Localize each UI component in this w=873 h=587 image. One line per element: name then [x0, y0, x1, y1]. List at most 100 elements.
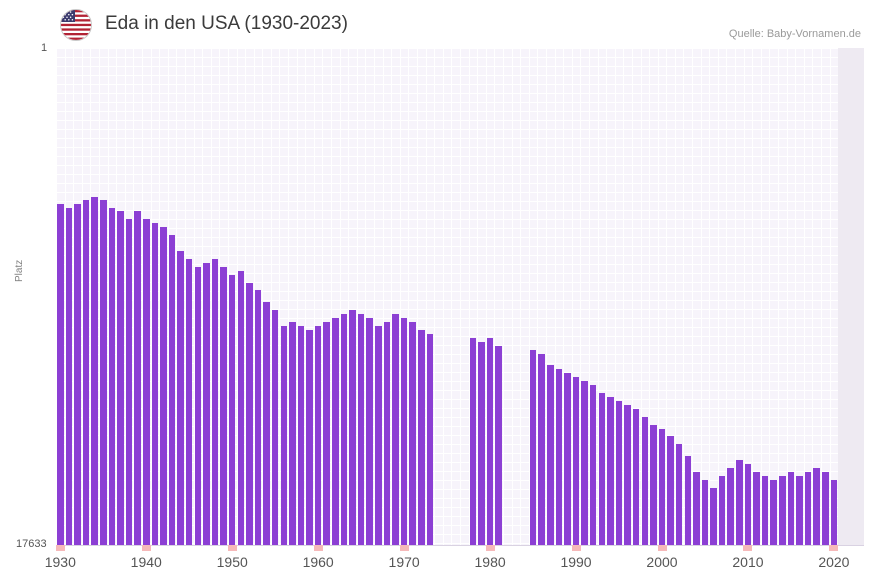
x-axis-tick-mark: [657, 545, 667, 551]
x-axis-tick-mark: [399, 545, 409, 551]
bar: [701, 480, 709, 545]
bar: [314, 325, 322, 545]
y-axis-tick-bottom: 17633: [16, 538, 47, 550]
bar: [607, 396, 614, 545]
x-axis-tick-label: 2010: [732, 554, 764, 570]
bar: [744, 464, 752, 545]
bar: [761, 476, 769, 545]
bar: [108, 207, 116, 545]
bar: [667, 436, 674, 545]
bar: [357, 314, 365, 545]
bar: [220, 266, 227, 545]
bar: [486, 337, 494, 545]
x-axis-tick-mark: [55, 545, 65, 551]
bar: [263, 302, 270, 545]
bar: [546, 365, 554, 545]
bar: [581, 381, 588, 545]
x-axis-tick-label: 1930: [44, 554, 76, 570]
bar: [736, 460, 743, 545]
us-flag-icon: [60, 9, 92, 41]
bar: [555, 369, 563, 545]
bar: [693, 472, 700, 545]
future-range-shading: [838, 48, 864, 545]
bar: [383, 321, 391, 545]
bar: [478, 341, 485, 545]
x-axis-tick-label: 1940: [130, 554, 162, 570]
bar: [538, 353, 545, 545]
x-axis-tick-label: 1980: [474, 554, 506, 570]
bar: [572, 377, 580, 545]
bar: [753, 472, 760, 545]
bar: [366, 318, 373, 545]
bar: [211, 258, 219, 545]
bar: [125, 219, 133, 545]
chart-header: Eda in den USA (1930-2023) Quelle: Baby-…: [0, 0, 873, 48]
bar: [727, 467, 735, 545]
page-title: Eda in den USA (1930-2023): [105, 13, 348, 34]
bar: [117, 211, 124, 545]
bar: [684, 456, 692, 545]
bar: [306, 329, 313, 545]
bar: [280, 325, 288, 545]
bar: [194, 266, 202, 545]
bar: [495, 345, 502, 545]
bar: [650, 424, 657, 545]
bar: [710, 488, 717, 545]
bar: [787, 472, 795, 545]
bar: [57, 203, 64, 545]
x-axis-tick-mark: [485, 545, 495, 551]
bar: [822, 472, 829, 545]
bar: [323, 321, 331, 545]
bar: [237, 270, 245, 545]
x-axis-tick-mark: [743, 545, 753, 551]
bar: [246, 282, 253, 545]
x-axis-tick-mark: [141, 545, 151, 551]
x-axis-tick-mark: [571, 545, 581, 551]
x-axis-tick-mark: [227, 545, 237, 551]
bar: [203, 262, 210, 545]
bar: [529, 349, 537, 545]
x-axis-tick-label: 2000: [646, 554, 678, 570]
bar: [632, 408, 640, 545]
bar: [91, 196, 98, 545]
bar: [400, 318, 408, 545]
bar: [770, 480, 777, 545]
x-axis-tick-label: 1990: [560, 554, 592, 570]
x-axis-tick-mark: [313, 545, 323, 551]
bar: [185, 258, 193, 545]
bar: [641, 416, 649, 545]
bar: [469, 337, 477, 545]
bar: [289, 321, 296, 545]
bar: [168, 235, 176, 545]
y-axis-tick-top: 1: [41, 42, 48, 54]
bar: [564, 373, 571, 545]
bar: [598, 393, 606, 545]
bar: [658, 428, 666, 545]
bar: [142, 219, 150, 545]
bar: [332, 318, 339, 545]
bar: [675, 444, 683, 545]
bar: [65, 207, 73, 545]
x-axis-tick-label: 1970: [388, 554, 420, 570]
bar: [392, 314, 399, 545]
x-axis-tick-mark: [829, 545, 839, 551]
bar: [297, 325, 305, 545]
bar: [151, 223, 159, 545]
bar: [340, 314, 348, 545]
bar: [254, 290, 262, 545]
bar: [426, 333, 434, 545]
bar-series: [56, 48, 864, 545]
bar: [349, 310, 356, 545]
bar: [409, 321, 416, 545]
bar: [100, 199, 107, 545]
bar: [830, 480, 838, 545]
bar: [624, 404, 631, 545]
bar: [796, 476, 803, 545]
bar: [813, 467, 820, 545]
bar: [589, 385, 597, 545]
bar: [134, 211, 141, 545]
bar: [82, 199, 90, 545]
x-axis-tick-label: 1950: [216, 554, 248, 570]
bar: [615, 400, 623, 545]
